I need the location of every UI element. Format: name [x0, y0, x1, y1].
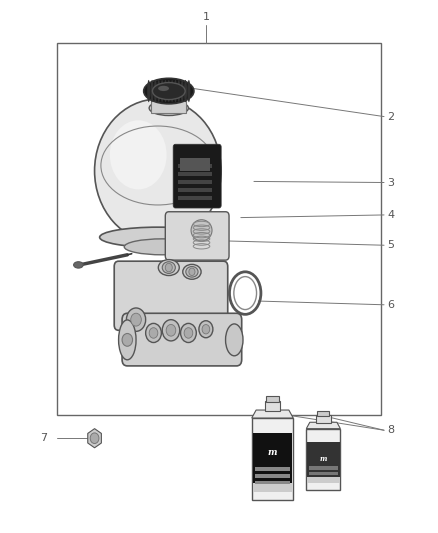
Ellipse shape	[177, 80, 180, 102]
Polygon shape	[306, 422, 340, 429]
Ellipse shape	[99, 227, 216, 247]
Bar	[309, 472, 338, 475]
Circle shape	[162, 320, 180, 341]
FancyBboxPatch shape	[122, 313, 242, 366]
Polygon shape	[252, 410, 293, 418]
Ellipse shape	[119, 320, 136, 360]
Bar	[57, 43, 381, 415]
Ellipse shape	[158, 86, 169, 91]
Ellipse shape	[164, 80, 167, 102]
Text: 6: 6	[387, 300, 394, 310]
Text: 8: 8	[387, 425, 394, 435]
Bar	[177, 180, 212, 184]
Ellipse shape	[152, 100, 186, 110]
Ellipse shape	[167, 80, 170, 102]
Bar	[253, 482, 292, 492]
Text: 1: 1	[202, 12, 209, 22]
Text: 2: 2	[387, 111, 394, 122]
Circle shape	[180, 324, 196, 343]
Circle shape	[199, 321, 213, 338]
Circle shape	[202, 325, 210, 334]
Circle shape	[184, 328, 193, 338]
Ellipse shape	[191, 220, 212, 241]
Bar	[307, 477, 339, 483]
Bar	[309, 466, 338, 470]
Bar	[180, 158, 210, 171]
Ellipse shape	[165, 263, 172, 272]
Bar	[255, 474, 290, 478]
Ellipse shape	[171, 80, 173, 102]
Text: 4: 4	[387, 210, 394, 220]
Circle shape	[127, 308, 146, 332]
Ellipse shape	[158, 260, 179, 276]
Bar	[316, 415, 331, 423]
Bar	[255, 467, 290, 471]
Bar	[306, 429, 340, 490]
Bar	[151, 100, 186, 114]
Bar	[177, 172, 212, 176]
FancyBboxPatch shape	[165, 212, 229, 260]
Circle shape	[166, 325, 176, 336]
Text: m: m	[320, 455, 327, 463]
Bar	[255, 481, 290, 484]
Ellipse shape	[144, 78, 194, 104]
Bar	[265, 401, 280, 410]
Ellipse shape	[162, 262, 175, 273]
Ellipse shape	[226, 324, 243, 356]
Ellipse shape	[95, 99, 221, 243]
Ellipse shape	[110, 120, 166, 189]
Bar	[317, 410, 329, 416]
Ellipse shape	[149, 101, 188, 116]
Ellipse shape	[154, 80, 157, 102]
Ellipse shape	[152, 83, 185, 100]
Ellipse shape	[124, 239, 200, 255]
Circle shape	[131, 313, 141, 326]
Bar	[307, 442, 339, 483]
Ellipse shape	[151, 80, 154, 102]
Circle shape	[90, 433, 99, 443]
Bar	[177, 196, 212, 200]
Ellipse shape	[187, 80, 191, 102]
Bar	[252, 418, 293, 500]
Ellipse shape	[186, 266, 198, 277]
Circle shape	[146, 324, 161, 343]
FancyBboxPatch shape	[114, 261, 228, 330]
FancyBboxPatch shape	[173, 144, 221, 208]
Ellipse shape	[74, 262, 83, 268]
Ellipse shape	[184, 80, 187, 102]
Bar	[266, 395, 279, 402]
Ellipse shape	[147, 80, 150, 102]
Circle shape	[122, 334, 133, 346]
Ellipse shape	[183, 264, 201, 279]
Text: 3: 3	[387, 177, 394, 188]
Bar	[177, 188, 212, 192]
Circle shape	[149, 328, 158, 338]
Text: 5: 5	[387, 240, 394, 250]
Bar	[177, 164, 212, 168]
Text: 7: 7	[40, 433, 47, 443]
Ellipse shape	[189, 268, 195, 276]
Ellipse shape	[180, 80, 184, 102]
Bar	[253, 433, 292, 492]
Ellipse shape	[161, 80, 164, 102]
Text: m: m	[268, 448, 277, 457]
Polygon shape	[88, 429, 101, 448]
Ellipse shape	[157, 80, 160, 102]
Ellipse shape	[174, 80, 177, 102]
